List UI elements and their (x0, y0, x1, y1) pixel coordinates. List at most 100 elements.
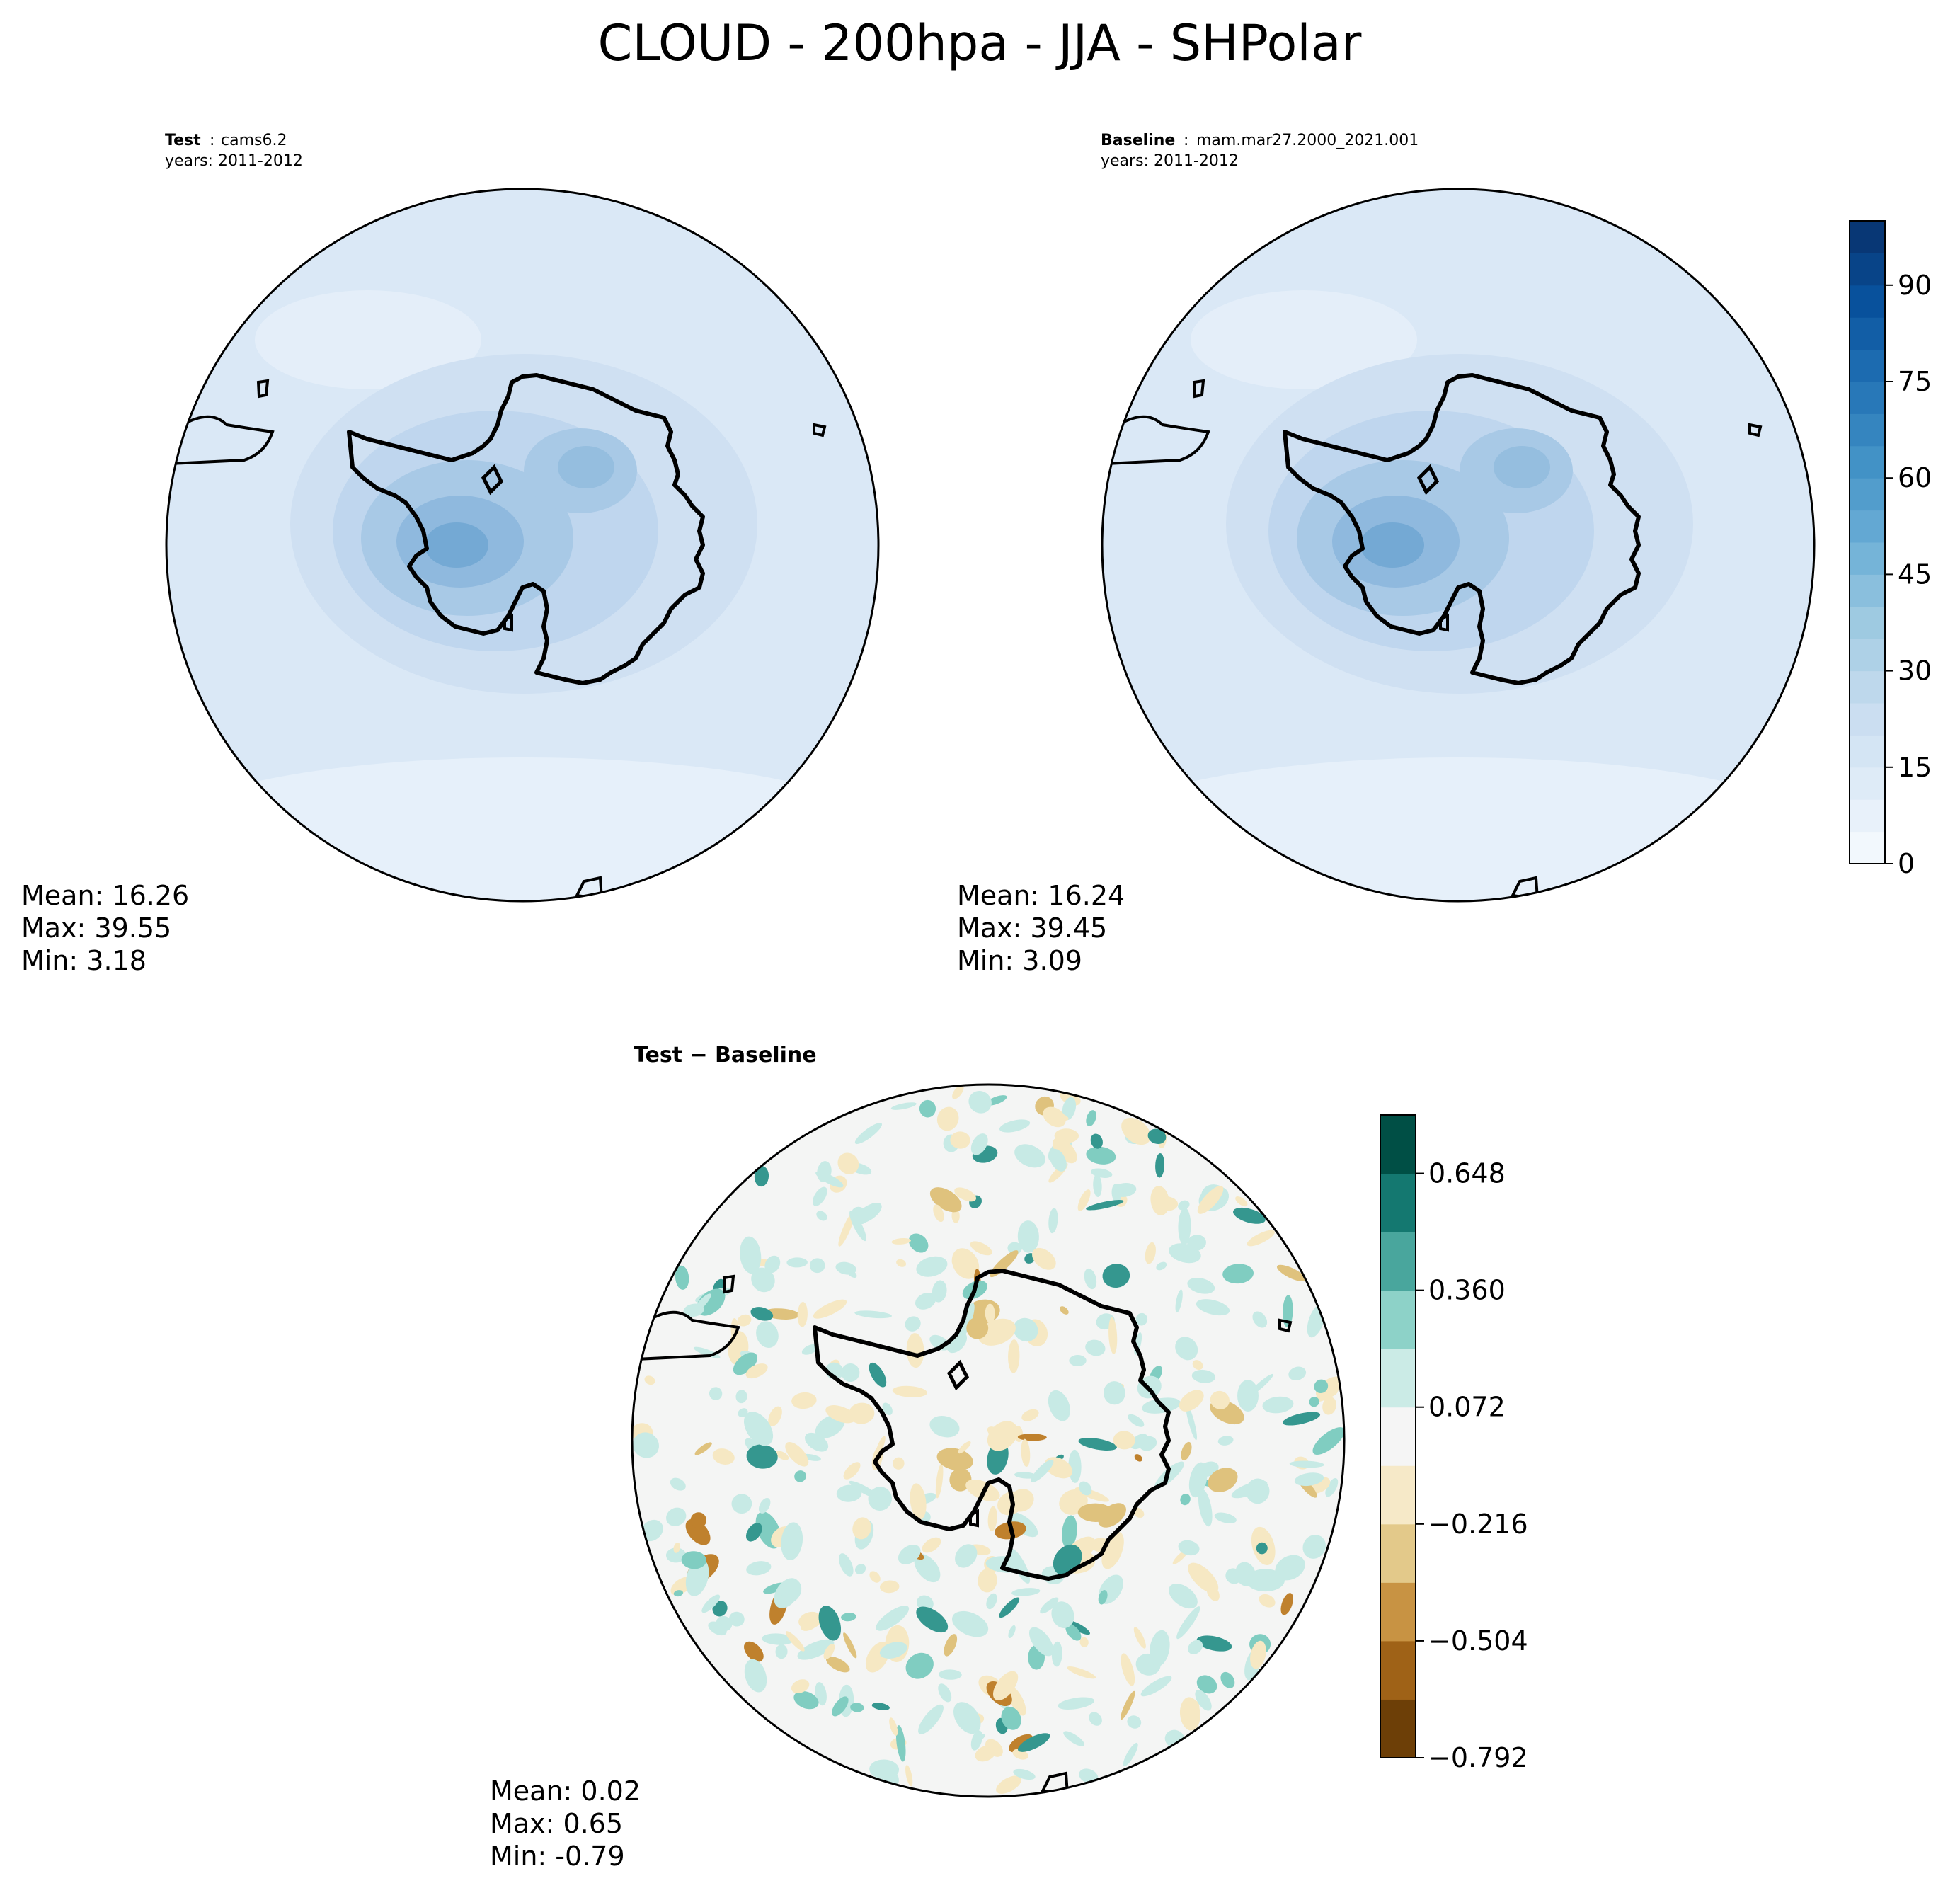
difference-field-blob (813, 1299, 847, 1319)
svg-text::: : (210, 132, 214, 149)
test-case-name: cams6.2 (221, 132, 287, 149)
absolute-colorbar-band (1850, 799, 1885, 833)
difference-field-blob (1053, 1138, 1077, 1164)
difference-field-blob (970, 1730, 982, 1751)
difference-field-blob (987, 1506, 997, 1532)
difference-field-blob (993, 1671, 1019, 1701)
difference-field-blob (1014, 1472, 1037, 1479)
difference-field-blob (905, 1765, 913, 1787)
difference-field-blob (1289, 1460, 1324, 1468)
difference-field-blob (754, 1166, 769, 1187)
difference-field-blob (1123, 1742, 1138, 1767)
difference-field-blob (1007, 1242, 1022, 1254)
absolute-colorbar-band (1850, 478, 1885, 511)
absolute-colorbar-band (1850, 445, 1885, 479)
difference-field-blob (641, 1519, 663, 1542)
difference-field-blob (910, 1483, 927, 1520)
difference-field-blob (826, 1656, 850, 1673)
difference-map-boundary (631, 1083, 1346, 1798)
difference-field-blob (1130, 1434, 1148, 1450)
difference-field-blob (1283, 1295, 1293, 1328)
difference-label: Test − Baseline (634, 1043, 817, 1068)
difference-field-blob (1084, 1268, 1097, 1290)
difference-field-blob (785, 1441, 809, 1467)
difference-field-blob (933, 1204, 944, 1223)
difference-field-blob (712, 1448, 735, 1465)
difference-field-blob (1246, 1569, 1285, 1592)
difference-field-blob (916, 1256, 948, 1277)
difference-field-blob (1086, 1110, 1096, 1127)
test-map-field (166, 189, 878, 901)
absolute-colorbar-band (1850, 703, 1885, 736)
difference-field-blob (837, 1152, 859, 1174)
difference-field-blob (1231, 1480, 1268, 1499)
difference-field-blob (758, 1497, 771, 1514)
difference-field-blob (793, 1690, 819, 1710)
difference-field-blob (730, 1318, 739, 1341)
difference-field-blob (1121, 1653, 1135, 1686)
difference-field-blob (1121, 1117, 1151, 1145)
difference-field-blob (1187, 1235, 1206, 1251)
difference-field-blob (743, 1641, 764, 1662)
difference-field-blob (708, 1621, 727, 1636)
baseline-panel: Baseline : mam.mar27.2000_2021.001 years… (957, 132, 1816, 976)
difference-field-blob (905, 1652, 934, 1679)
difference-field-blob (846, 1269, 857, 1278)
difference-field-blob (1032, 1247, 1056, 1270)
difference-field-blob (1315, 1376, 1343, 1399)
difference-field-blob (929, 1415, 960, 1438)
difference-field-blob (746, 1561, 772, 1576)
difference-field-blob (1181, 1700, 1200, 1722)
difference-field-blob (797, 1302, 808, 1327)
difference-field-blob (1140, 1676, 1172, 1697)
difference-field-blob (1247, 1230, 1275, 1247)
difference-field-blob (1013, 1317, 1038, 1342)
difference-field-blob (733, 1352, 758, 1375)
difference-field-blob (1102, 1264, 1130, 1288)
difference-field-blob (952, 1085, 964, 1099)
difference-field-blob (1196, 1299, 1230, 1316)
difference-field-blob (953, 1702, 981, 1734)
difference-field-blob (1067, 1620, 1090, 1635)
absolute-colorbar-band (1850, 510, 1885, 543)
absolute-colorbar-band (1850, 542, 1885, 575)
difference-field-blob (1062, 1515, 1077, 1549)
difference-field-blob (1079, 1637, 1089, 1647)
difference-field-blob (709, 1387, 723, 1400)
difference-field-blob (801, 1620, 818, 1631)
difference-field-blob (951, 1208, 960, 1223)
difference-field-blob (1021, 1409, 1039, 1421)
difference-field-blob (701, 1594, 721, 1613)
difference-field-blob (880, 1580, 900, 1594)
difference-field-blob (731, 1494, 752, 1514)
baseline-min: Min: 3.09 (957, 945, 1082, 976)
difference-field-blob (809, 1258, 825, 1274)
difference-field-blob (987, 1426, 1009, 1443)
difference-field-blob (1191, 1369, 1216, 1383)
difference-field-blob (1079, 1481, 1092, 1496)
difference-field-blob (1013, 1768, 1036, 1780)
difference-field-blob (1180, 1493, 1191, 1506)
difference-field-blob (1176, 1606, 1200, 1640)
difference-map-field (632, 1085, 1344, 1797)
difference-field-blob (839, 1553, 854, 1577)
difference-field-blob (1090, 1133, 1103, 1149)
difference-field-blob (794, 1470, 806, 1482)
difference-field-blob (968, 1090, 992, 1114)
difference-field-blob (1250, 1640, 1266, 1669)
difference-field-blob (1179, 1390, 1204, 1412)
difference-colorbar-band (1380, 1582, 1416, 1642)
difference-field-blob (1058, 1697, 1095, 1710)
difference-field-blob (1282, 1412, 1321, 1426)
difference-field-blob (1021, 1438, 1031, 1468)
difference-colorbar-band (1380, 1523, 1416, 1583)
difference-field-blob (889, 1717, 898, 1736)
baseline-map-field (1102, 189, 1814, 901)
difference-field-blob (850, 1703, 864, 1712)
difference-field-blob (908, 1233, 929, 1253)
difference-field-blob (876, 1606, 910, 1631)
difference-field-blob (1091, 1168, 1113, 1178)
difference-field-blob (916, 1606, 949, 1633)
difference-field-blob (1154, 1461, 1184, 1489)
difference-field-blob (1051, 1601, 1074, 1628)
